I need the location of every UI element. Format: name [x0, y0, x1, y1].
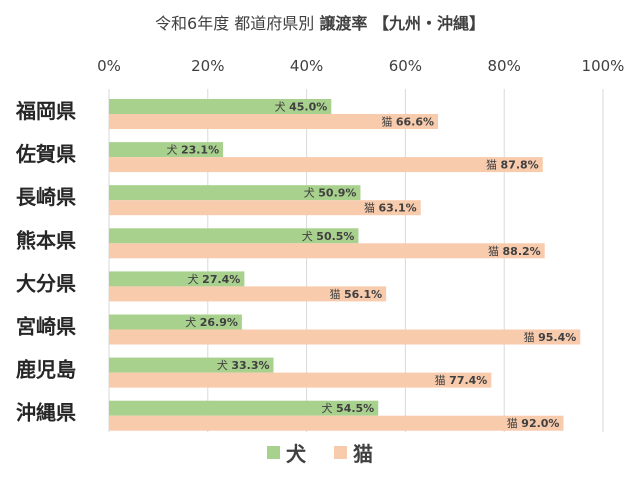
category-label: 福岡県	[15, 99, 76, 123]
data-label-cat: 猫 77.4%	[435, 374, 488, 387]
bar-dog	[109, 142, 224, 158]
x-tick-label: 20%	[191, 57, 224, 75]
legend-label-dog: 犬	[286, 442, 306, 466]
bar-cat	[109, 200, 421, 216]
category-label: 宮崎県	[16, 315, 76, 339]
data-label-cat: 猫 66.6%	[381, 116, 434, 129]
bar-cat	[109, 372, 492, 388]
x-tick-label: 80%	[488, 57, 521, 75]
bar-dog	[109, 228, 359, 244]
category-label: 鹿児島	[16, 358, 76, 382]
bar-cat	[109, 286, 387, 302]
x-tick-label: 40%	[290, 57, 323, 75]
x-tick-label: 100%	[582, 57, 625, 75]
data-label-cat: 猫 87.8%	[486, 159, 539, 172]
data-label-dog: 犬 50.5%	[302, 229, 355, 243]
legend-item-cat: 猫	[334, 438, 373, 467]
bar-dog	[109, 271, 245, 287]
data-label-dog: 犬 27.4%	[188, 272, 241, 286]
data-label-cat: 猫 92.0%	[507, 417, 560, 430]
category-label: 沖縄県	[16, 401, 76, 425]
legend-swatch-dog	[267, 446, 280, 459]
bar-cat	[109, 114, 439, 129]
data-label-dog: 犬 33.3%	[217, 358, 270, 372]
bar-dog	[109, 185, 361, 201]
chart-title-main: 令和6年度 都道府県別	[155, 14, 315, 33]
category-label: 熊本県	[16, 228, 76, 252]
data-label-cat: 猫 63.1%	[364, 202, 417, 215]
chart-title-emphasis: 譲渡率 【九州・沖縄】	[319, 14, 485, 33]
category-label: 大分県	[16, 271, 76, 295]
data-label-dog: 犬 26.9%	[185, 315, 238, 329]
bar-dog	[109, 314, 242, 330]
data-label-cat: 猫 56.1%	[329, 288, 382, 301]
data-label-cat: 猫 88.2%	[488, 245, 541, 258]
x-tick-label: 0%	[97, 57, 121, 75]
data-label-dog: 犬 50.9%	[304, 186, 357, 200]
legend-item-dog: 犬	[267, 438, 306, 467]
legend: 犬 猫	[0, 438, 640, 467]
bar-dog	[109, 99, 332, 114]
bar-cat	[109, 415, 564, 431]
data-label-dog: 犬 54.5%	[322, 401, 375, 415]
data-label-dog: 犬 23.1%	[166, 143, 219, 157]
category-label: 佐賀県	[15, 142, 76, 166]
chart-title: 令和6年度 都道府県別 譲渡率 【九州・沖縄】	[0, 10, 640, 34]
bar-cat	[109, 157, 543, 173]
data-label-cat: 猫 95.4%	[524, 331, 577, 344]
data-label-dog: 犬 45.0%	[275, 100, 328, 114]
bar-cat	[109, 329, 581, 345]
legend-label-cat: 猫	[353, 442, 373, 466]
x-tick-label: 60%	[389, 57, 422, 75]
bar-dog	[109, 400, 379, 416]
bar-cat	[109, 243, 545, 259]
legend-swatch-cat	[334, 446, 347, 459]
bar-dog	[109, 357, 274, 373]
category-label: 長崎県	[16, 185, 76, 209]
